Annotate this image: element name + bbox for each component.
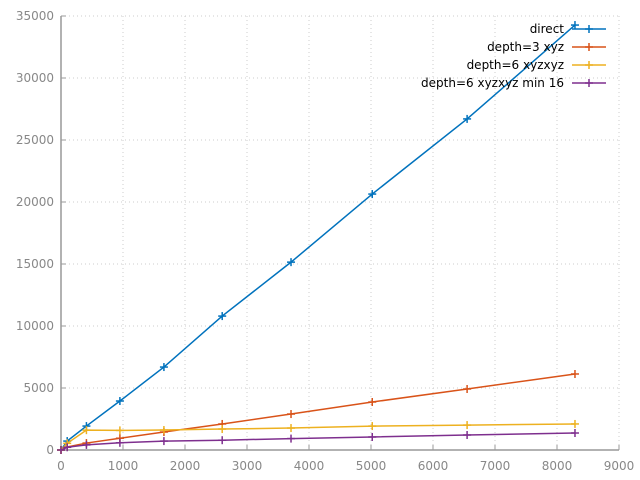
grid [61, 15, 620, 450]
data-point [82, 440, 91, 449]
y-tick-label: 35000 [16, 9, 54, 23]
y-tick-label: 20000 [16, 195, 54, 209]
axes: 0 1000 2000 3000 4000 5000 6000 7000 8000 9000 0 50… [16, 9, 634, 473]
data-point [82, 426, 91, 435]
data-point [570, 369, 579, 378]
legend-label: depth=6 xyzxyz min 16 [421, 76, 564, 90]
data-point [368, 422, 377, 431]
data-point [218, 312, 227, 321]
data-point [287, 410, 296, 419]
data-point [115, 426, 124, 435]
data-point [463, 421, 472, 430]
x-tick-label: 3000 [232, 459, 263, 473]
data-point [368, 432, 377, 441]
data-point [63, 443, 72, 452]
x-tick-label: 2000 [170, 459, 201, 473]
data-point [115, 397, 124, 406]
data-point [218, 425, 227, 434]
series-line-2 [60, 423, 575, 451]
data-point [463, 430, 472, 439]
data-point [368, 398, 377, 407]
y-tick-label: 10000 [16, 319, 54, 333]
legend-label: depth=6 xyzxyz [467, 58, 564, 72]
y-tick-label: 15000 [16, 257, 54, 271]
data-point [287, 424, 296, 433]
data-point [115, 438, 124, 447]
y-tick-label: 30000 [16, 71, 54, 85]
data-point [159, 363, 168, 372]
data-point [159, 437, 168, 446]
series-layer [57, 21, 579, 454]
series-line-1 [60, 373, 576, 451]
data-point [463, 384, 472, 393]
x-tick-label: 5000 [356, 459, 387, 473]
data-point [570, 21, 579, 30]
x-tick-label: 6000 [418, 459, 449, 473]
data-point [218, 436, 227, 445]
data-point [287, 434, 296, 443]
y-tick-label: 0 [46, 443, 54, 457]
x-tick-label: 8000 [542, 459, 573, 473]
series-line-3 [60, 432, 575, 451]
x-tick-label: 4000 [294, 459, 325, 473]
data-point [368, 190, 377, 199]
legend-label: direct [530, 22, 565, 36]
data-point [570, 419, 579, 428]
x-tick-label: 9000 [604, 459, 635, 473]
data-point [159, 426, 168, 435]
data-point [287, 258, 296, 267]
x-tick-label: 1000 [108, 459, 139, 473]
series-line-0 [60, 24, 576, 451]
legend-label: depth=3 xyz [487, 40, 564, 54]
x-tick-label: 7000 [480, 459, 511, 473]
legend: direct depth=3 xyz depth=6 xyzxyz depth=6 x… [421, 22, 606, 90]
y-tick-label: 5000 [23, 381, 54, 395]
y-tick-label: 25000 [16, 133, 54, 147]
x-tick-label: 0 [57, 459, 65, 473]
data-point [570, 429, 579, 438]
data-point [463, 114, 472, 123]
data-point [57, 446, 65, 454]
